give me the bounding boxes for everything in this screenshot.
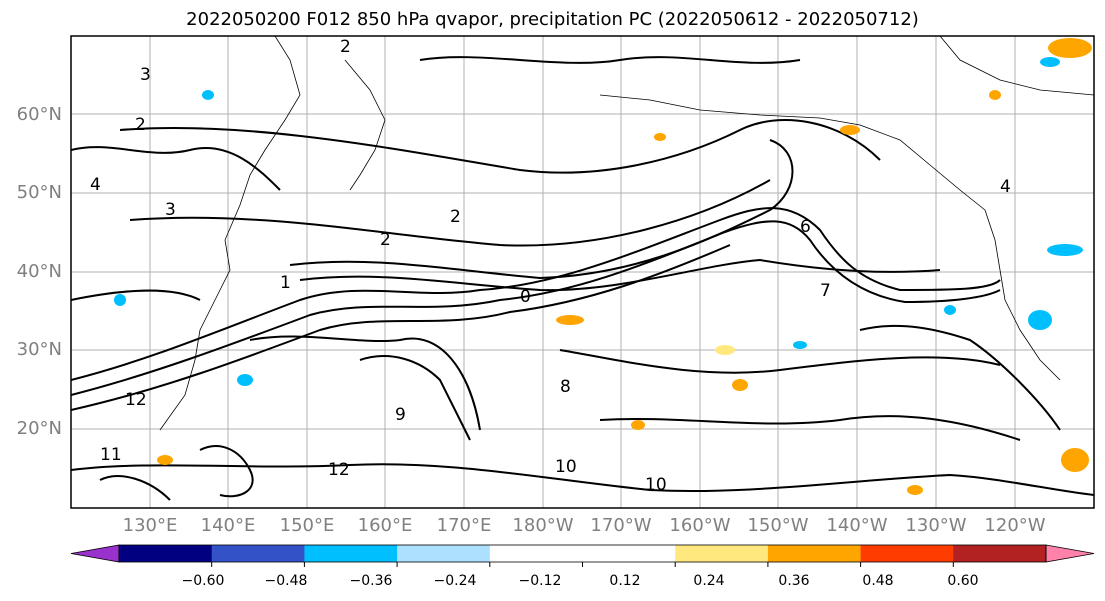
colorbar-tick-label: −0.36 [349, 573, 393, 589]
contour-label: 2 [450, 207, 461, 227]
colorbar-tick-label: 0.60 [947, 573, 979, 589]
lon-label: 160°E [357, 515, 413, 536]
lon-label: 140°E [200, 515, 256, 536]
lon-label: 140°W [826, 515, 888, 536]
lat-label: 60°N [16, 104, 62, 125]
colorbar-tick-label: 0.12 [609, 573, 641, 589]
lon-label: 130°W [905, 515, 967, 536]
colorbar-segment [304, 545, 398, 562]
lat-label: 50°N [16, 182, 62, 203]
colorbar-segment [582, 545, 676, 562]
colorbar-extend-min [70, 544, 120, 563]
lat-label: 40°N [16, 261, 62, 282]
contour-label: 9 [395, 405, 406, 425]
colorbar-segment [953, 545, 1047, 562]
contour-label: 6 [800, 217, 811, 237]
contour-label: 10 [555, 457, 577, 477]
contour-label: 0 [520, 287, 531, 307]
colorbar-segment [489, 545, 583, 562]
colorbar-tick-label: −0.24 [433, 573, 477, 589]
colorbar-segment [860, 545, 954, 562]
colorbar-extend-max [1045, 544, 1095, 563]
lat-label: 30°N [16, 339, 62, 360]
lon-label: 170°W [590, 515, 652, 536]
colorbar-segment [675, 545, 769, 562]
colorbar-segment [211, 545, 305, 562]
lon-label: 150°W [747, 515, 809, 536]
figure-title: 2022050200 F012 850 hPa qvapor, precipit… [186, 9, 919, 30]
lon-label: 120°W [984, 515, 1046, 536]
lon-label: 160°W [669, 515, 731, 536]
contour-label: 2 [135, 115, 146, 135]
lon-label: 170°E [436, 515, 492, 536]
contour-label: 3 [165, 200, 176, 220]
contour-label: 11 [100, 445, 122, 465]
lon-label: 130°E [122, 515, 178, 536]
contour-label: 10 [645, 475, 667, 495]
lon-label: 150°E [279, 515, 335, 536]
colorbar-tick-label: −0.60 [181, 573, 225, 589]
precip-pc-shading [114, 38, 1092, 495]
contour-label: 1 [280, 273, 291, 293]
contour-label: 12 [328, 460, 350, 480]
contour-label: 12 [125, 390, 147, 410]
contour-label: 3 [140, 65, 151, 85]
colorbar-tick-label: −0.12 [518, 573, 562, 589]
lat-label: 20°N [16, 418, 62, 439]
map-frame [70, 35, 1095, 509]
contour-label: 7 [820, 281, 831, 301]
colorbar-segment [119, 545, 213, 562]
colorbar-tick-label: 0.36 [778, 573, 810, 589]
coastlines [159, 36, 1094, 431]
contour-labels: 2 3 2 2 2 4 3 1 0 6 7 9 8 10 12 10 11 12… [90, 37, 1011, 495]
colorbar-tick-label: 0.48 [862, 573, 894, 589]
colorbar-tick-label: 0.24 [693, 573, 725, 589]
lon-label: 180°W [512, 515, 574, 536]
qvapor-contours [71, 56, 1094, 501]
graticule [71, 36, 1094, 508]
colorbar-tick-label: −0.48 [264, 573, 308, 589]
contour-label: 2 [340, 37, 351, 57]
contour-label: 2 [380, 230, 391, 250]
colorbar [70, 544, 1095, 567]
colorbar-segment [767, 545, 862, 562]
contour-label: 8 [560, 377, 571, 397]
contour-label: 4 [1000, 177, 1011, 197]
contour-label: 4 [90, 175, 101, 195]
colorbar-segment [397, 545, 491, 562]
